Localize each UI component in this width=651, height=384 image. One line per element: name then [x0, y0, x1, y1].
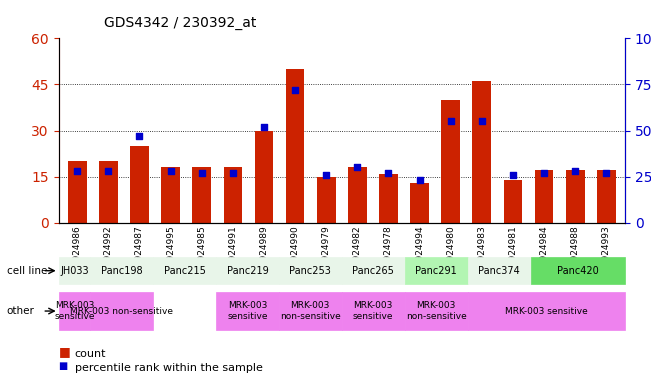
- Text: JH033: JH033: [60, 266, 89, 276]
- Text: MRK-003 sensitive: MRK-003 sensitive: [505, 306, 588, 316]
- Point: [134, 133, 145, 139]
- Text: Panc219: Panc219: [227, 266, 268, 276]
- Bar: [379, 174, 398, 223]
- Text: GDS4342 / 230392_at: GDS4342 / 230392_at: [104, 15, 256, 30]
- Bar: [193, 167, 211, 223]
- Text: cell line: cell line: [7, 266, 47, 276]
- Point: [445, 118, 456, 124]
- Point: [352, 164, 363, 170]
- Text: MRK-003
sensitive: MRK-003 sensitive: [353, 301, 393, 321]
- Text: Panc374: Panc374: [478, 266, 520, 276]
- Text: MRK-003
sensitive: MRK-003 sensitive: [227, 301, 268, 321]
- Point: [415, 177, 425, 184]
- Point: [321, 172, 331, 178]
- Text: MRK-003
sensitive: MRK-003 sensitive: [54, 301, 94, 321]
- Point: [477, 118, 487, 124]
- Bar: [255, 131, 273, 223]
- Text: Panc291: Panc291: [415, 266, 457, 276]
- Text: Panc253: Panc253: [290, 266, 331, 276]
- Bar: [534, 170, 553, 223]
- Point: [258, 124, 269, 130]
- Text: Panc265: Panc265: [352, 266, 394, 276]
- Point: [103, 168, 113, 174]
- Text: Panc215: Panc215: [163, 266, 205, 276]
- Text: Panc420: Panc420: [557, 266, 599, 276]
- Point: [290, 87, 300, 93]
- Text: ■: ■: [59, 361, 68, 371]
- Text: MRK-003
non-sensitive: MRK-003 non-sensitive: [406, 301, 467, 321]
- Bar: [473, 81, 491, 223]
- Point: [601, 170, 611, 176]
- Text: percentile rank within the sample: percentile rank within the sample: [75, 362, 263, 372]
- Bar: [410, 183, 429, 223]
- Point: [228, 170, 238, 176]
- Text: count: count: [75, 349, 106, 359]
- Bar: [597, 170, 616, 223]
- Point: [197, 170, 207, 176]
- Point: [383, 170, 394, 176]
- Point: [570, 168, 581, 174]
- Bar: [130, 146, 149, 223]
- Bar: [99, 161, 118, 223]
- Point: [508, 172, 518, 178]
- Text: MRK-003
non-sensitive: MRK-003 non-sensitive: [280, 301, 340, 321]
- Bar: [286, 69, 305, 223]
- Point: [72, 168, 83, 174]
- Bar: [68, 161, 87, 223]
- Bar: [348, 167, 367, 223]
- Bar: [566, 170, 585, 223]
- Point: [165, 168, 176, 174]
- Text: MRK-003 non-sensitive: MRK-003 non-sensitive: [70, 306, 173, 316]
- Bar: [223, 167, 242, 223]
- Text: other: other: [7, 306, 35, 316]
- Bar: [441, 100, 460, 223]
- Bar: [161, 167, 180, 223]
- Bar: [504, 180, 522, 223]
- Text: ■: ■: [59, 345, 70, 358]
- Point: [539, 170, 549, 176]
- Bar: [317, 177, 335, 223]
- Text: Panc198: Panc198: [101, 266, 143, 276]
